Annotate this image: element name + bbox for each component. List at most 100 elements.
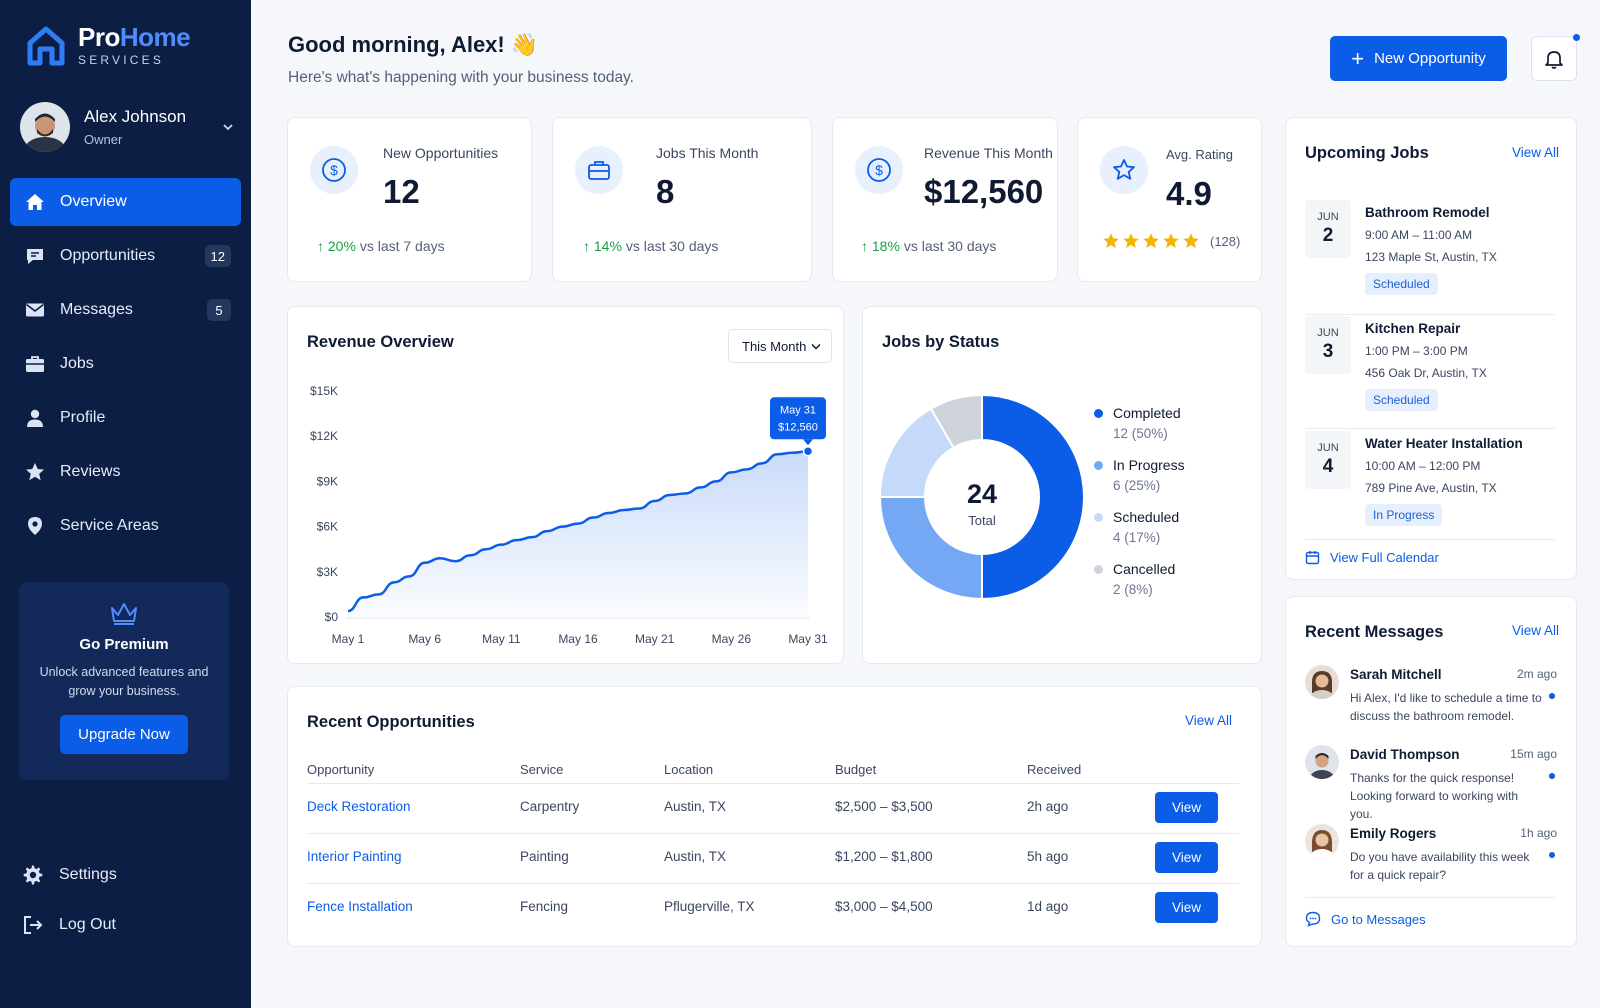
- jobs-status-donut: 24 Total: [878, 393, 1085, 601]
- chevron-down-icon[interactable]: [221, 120, 235, 134]
- stat-label: Avg. Rating: [1166, 147, 1233, 162]
- logout-label: Log Out: [59, 916, 116, 933]
- highlight-point[interactable]: [802, 446, 814, 457]
- stat-change: ↑ 18% vs last 30 days: [861, 238, 997, 254]
- column-header: Budget: [835, 762, 877, 777]
- user-menu[interactable]: Alex Johnson Owner: [20, 100, 235, 154]
- arrow-up-icon: ↑: [317, 238, 328, 254]
- go-to-messages-link[interactable]: Go to Messages: [1305, 911, 1426, 927]
- stat-card-new-opportunities: $ New Opportunities 12 ↑ 20% vs last 7 d…: [287, 117, 532, 282]
- time-range-select[interactable]: This Month: [728, 329, 832, 363]
- message-item[interactable]: Sarah Mitchell 2m ago Hi Alex, I'd like …: [1305, 665, 1557, 737]
- donut-slice-completed[interactable]: [981, 393, 1085, 601]
- legend-dot: [1094, 565, 1103, 574]
- upcoming-jobs-view-all-link[interactable]: View All: [1511, 145, 1559, 160]
- stat-value: $12,560: [924, 173, 1044, 210]
- brand-logo[interactable]: ProHome SERVICES: [26, 22, 191, 67]
- nav-label: Profile: [60, 409, 106, 426]
- user-role: Owner: [84, 132, 123, 147]
- star-icon: [1163, 233, 1179, 248]
- nav-label: Reviews: [60, 463, 121, 480]
- column-header: Received: [1027, 762, 1082, 777]
- view-button[interactable]: View: [1155, 792, 1218, 823]
- donut-slice-in-progress[interactable]: [878, 496, 983, 601]
- user-name: Alex Johnson: [84, 107, 187, 126]
- job-title: Water Heater Installation: [1365, 436, 1523, 451]
- nav-item-logout[interactable]: Log Out: [22, 908, 232, 942]
- x-tick-label: May 6: [408, 632, 441, 646]
- revenue-chart: $0 $3K $6K $9K $12K $15K May 1 May 6 May 11 May 1…: [310, 384, 828, 646]
- opportunities-view-all-link[interactable]: View All: [1185, 713, 1233, 728]
- x-tick-label: May 16: [558, 632, 598, 646]
- time-range-value: This Month: [742, 338, 807, 354]
- message-item[interactable]: Emily Rogers 1h ago Do you have availabi…: [1305, 824, 1557, 896]
- legend-label: Scheduled: [1113, 509, 1180, 525]
- donut-slice-cancelled[interactable]: [929, 393, 983, 450]
- opportunity-link[interactable]: Fence Installation: [307, 899, 413, 914]
- messages-count-badge: 5: [207, 299, 231, 321]
- y-tick-label: $9K: [317, 474, 338, 488]
- messages-view-all-link[interactable]: View All: [1511, 623, 1559, 638]
- brand-name-part2: Home: [119, 22, 191, 52]
- job-address: 456 Oak Dr, Austin, TX: [1365, 366, 1487, 380]
- user-icon: [24, 407, 46, 429]
- legend-label: Completed: [1113, 405, 1181, 421]
- arrow-up-icon: ↑: [861, 238, 872, 254]
- star-icon: [1103, 233, 1119, 248]
- nav-item-messages[interactable]: Messages 5: [10, 286, 241, 334]
- y-tick-label: $15K: [310, 384, 338, 398]
- status-badge: In Progress: [1365, 504, 1443, 526]
- x-tick-label: May 26: [712, 632, 752, 646]
- star-icon: [1143, 233, 1159, 248]
- nav-item-reviews[interactable]: Reviews: [10, 448, 241, 496]
- message-preview: Hi Alex, I'd like to schedule a time to …: [1350, 691, 1542, 723]
- upgrade-now-button[interactable]: Upgrade Now: [60, 715, 188, 754]
- location-cell: Austin, TX: [664, 849, 727, 864]
- review-count: (128): [1210, 233, 1241, 249]
- bottom-nav: Settings Log Out: [22, 858, 232, 942]
- nav-item-jobs[interactable]: Jobs: [10, 340, 241, 388]
- legend-item-cancelled: Cancelled 2 (8%): [1094, 561, 1175, 597]
- jobs-by-status-card: Jobs by Status 24 Total Completed 12 (50%)…: [862, 306, 1262, 664]
- briefcase-icon: [575, 146, 623, 194]
- star-icon: [24, 461, 46, 483]
- x-tick-label: May 31: [788, 632, 828, 646]
- nav-item-overview[interactable]: Overview: [10, 178, 241, 226]
- nav-item-service-areas[interactable]: Service Areas: [10, 502, 241, 550]
- column-header: Service: [520, 762, 564, 777]
- new-opportunity-label: New Opportunity: [1374, 50, 1486, 67]
- new-opportunity-button[interactable]: + New Opportunity: [1330, 36, 1507, 81]
- message-item[interactable]: David Thompson 15m ago Thanks for the qu…: [1305, 745, 1557, 821]
- notifications-button[interactable]: [1531, 34, 1580, 81]
- view-button[interactable]: View: [1155, 842, 1218, 873]
- avatar: [1305, 745, 1339, 779]
- notification-dot: [1573, 34, 1580, 41]
- main-nav: Overview Opportunities 12 Messages 5 Job…: [10, 178, 241, 556]
- plus-icon: +: [1351, 45, 1365, 71]
- svg-text:$: $: [875, 162, 883, 178]
- budget-cell: $2,500 – $3,500: [835, 799, 933, 814]
- crown-icon: [19, 600, 229, 628]
- message-preview: Do you have availability this week for a…: [1350, 850, 1530, 882]
- stat-label: New Opportunities: [383, 145, 499, 161]
- location-cell: Pflugerville, TX: [664, 899, 755, 914]
- legend-item-in-progress: In Progress 6 (25%): [1094, 457, 1185, 493]
- stat-value: 4.9: [1166, 175, 1212, 212]
- legend-value: 4 (17%): [1113, 530, 1161, 545]
- job-time: 1:00 PM – 3:00 PM: [1365, 344, 1468, 358]
- logout-icon: [24, 916, 43, 934]
- nav-item-opportunities[interactable]: Opportunities 12: [10, 232, 241, 280]
- view-full-calendar-link[interactable]: View Full Calendar: [1305, 550, 1439, 565]
- received-cell: 1d ago: [1027, 899, 1069, 914]
- nav-item-profile[interactable]: Profile: [10, 394, 241, 442]
- page-subtitle: Here's what's happening with your busine…: [288, 69, 634, 86]
- message-time: 1h ago: [1520, 826, 1557, 840]
- opportunity-link[interactable]: Deck Restoration: [307, 799, 411, 814]
- divider: [1305, 428, 1555, 429]
- message-time: 2m ago: [1516, 667, 1557, 681]
- nav-item-settings[interactable]: Settings: [22, 858, 232, 892]
- tooltip-value: $12,560: [778, 421, 818, 433]
- opportunity-link[interactable]: Interior Painting: [307, 849, 402, 864]
- view-button[interactable]: View: [1155, 892, 1218, 923]
- legend-value: 6 (25%): [1113, 478, 1161, 493]
